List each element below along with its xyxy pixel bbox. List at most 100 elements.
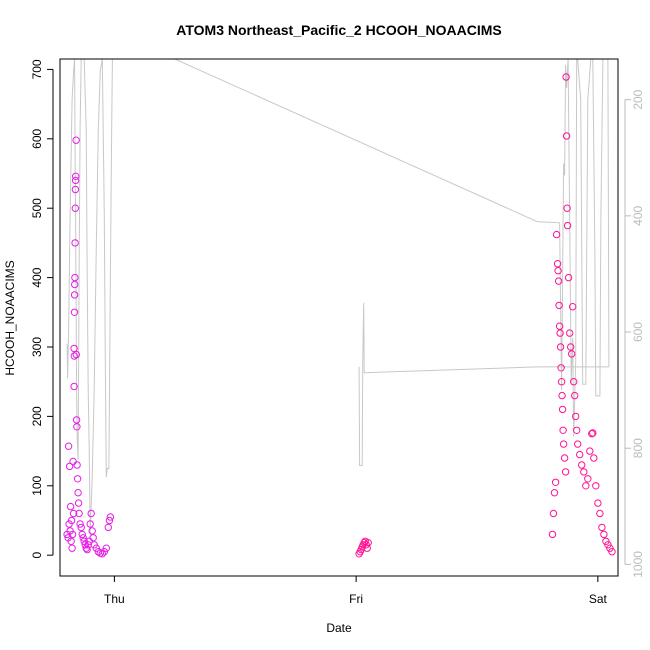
data-point [71, 280, 79, 289]
data-point [600, 530, 608, 539]
data-point [578, 461, 586, 469]
data-point [64, 442, 73, 450]
pressure-line-layer [66, 59, 610, 536]
data-point [70, 344, 78, 353]
data-point [69, 457, 77, 466]
data-point [572, 412, 580, 421]
y-axis-label: HCOOH_NOAACIMS [3, 260, 17, 375]
data-point [77, 523, 85, 532]
data-point [558, 405, 567, 414]
data-point [548, 530, 557, 539]
data-point [106, 513, 115, 521]
data-point [589, 429, 597, 437]
data-point [588, 430, 596, 438]
data-point [567, 343, 575, 351]
data-point [73, 475, 82, 483]
y2-tick-label: 1000 [631, 551, 645, 578]
data-point [83, 545, 91, 554]
y-tick-label: 500 [30, 198, 44, 218]
data-point [553, 260, 562, 268]
data-point [590, 454, 598, 462]
y-tick-label: 600 [30, 128, 44, 148]
data-point [65, 462, 74, 471]
data-point [79, 534, 87, 542]
data-point [78, 530, 86, 539]
data-point [557, 364, 565, 372]
data-point [86, 520, 94, 528]
y-tick-label: 400 [30, 267, 44, 287]
data-point [98, 550, 107, 558]
data-point [70, 308, 79, 316]
data-point [554, 267, 562, 275]
x-tick-label: Thu [104, 592, 125, 606]
data-point [92, 544, 101, 552]
data-point [559, 440, 568, 448]
x-tick-label: Sat [589, 592, 608, 606]
data-point [586, 447, 594, 455]
data-point [570, 378, 578, 386]
data-point [364, 539, 372, 547]
data-point [556, 329, 564, 337]
data-point [67, 516, 76, 525]
y2-tick-label: 600 [631, 322, 645, 342]
data-point [555, 301, 563, 310]
y-tick-label: 100 [30, 475, 44, 495]
data-point [73, 461, 81, 469]
y2-tick-label: 200 [631, 89, 645, 109]
chart-title: ATOM3 Northeast_Pacific_2 HCOOH_NOAACIMS [176, 22, 501, 38]
data-point [73, 423, 81, 431]
data-point [576, 450, 584, 459]
x-tick-label: Fri [349, 592, 363, 606]
data-point [68, 544, 76, 552]
data-point [598, 523, 606, 532]
data-point [596, 509, 604, 518]
data-point [569, 303, 577, 311]
data-point [582, 482, 590, 490]
data-point [75, 509, 83, 518]
data-point [594, 499, 602, 507]
data-point [102, 544, 111, 552]
axes-layer: 0 100 200 300 400 500 600 700 200 400 600 800 1000 Th… [30, 59, 645, 606]
data-point [70, 352, 79, 360]
data-point [592, 482, 600, 490]
data-point [564, 273, 573, 282]
data-point [69, 509, 78, 518]
data-point [87, 509, 95, 518]
scatter-points-layer [63, 73, 616, 558]
data-point [71, 185, 80, 194]
y-tick-label: 200 [30, 406, 44, 426]
y-tick-label: 700 [30, 59, 44, 79]
data-point [71, 239, 79, 247]
data-point [584, 475, 592, 483]
data-point [549, 509, 558, 518]
data-point [559, 426, 567, 434]
data-point [74, 499, 83, 507]
data-point [72, 416, 81, 424]
data-point [72, 350, 81, 359]
y-tick-label: 0 [30, 552, 44, 559]
data-point [67, 537, 75, 545]
data-point [561, 468, 570, 476]
data-point [68, 530, 77, 539]
data-point [571, 391, 579, 400]
y-tick-label: 300 [30, 337, 44, 357]
data-point [89, 534, 97, 542]
data-point [551, 478, 560, 486]
data-point [362, 541, 370, 549]
pressure-line-secondary [358, 302, 609, 467]
data-point [555, 322, 564, 330]
data-point [602, 537, 610, 545]
y2-tick-label: 800 [631, 438, 645, 458]
data-point [70, 291, 79, 299]
data-point [558, 391, 566, 400]
data-point [363, 544, 371, 552]
data-point [66, 502, 75, 511]
data-point [574, 440, 582, 448]
data-point [71, 176, 80, 185]
data-point [557, 378, 566, 386]
data-point [608, 548, 616, 556]
data-point [71, 204, 80, 212]
data-point [580, 468, 588, 476]
data-point [563, 221, 572, 230]
